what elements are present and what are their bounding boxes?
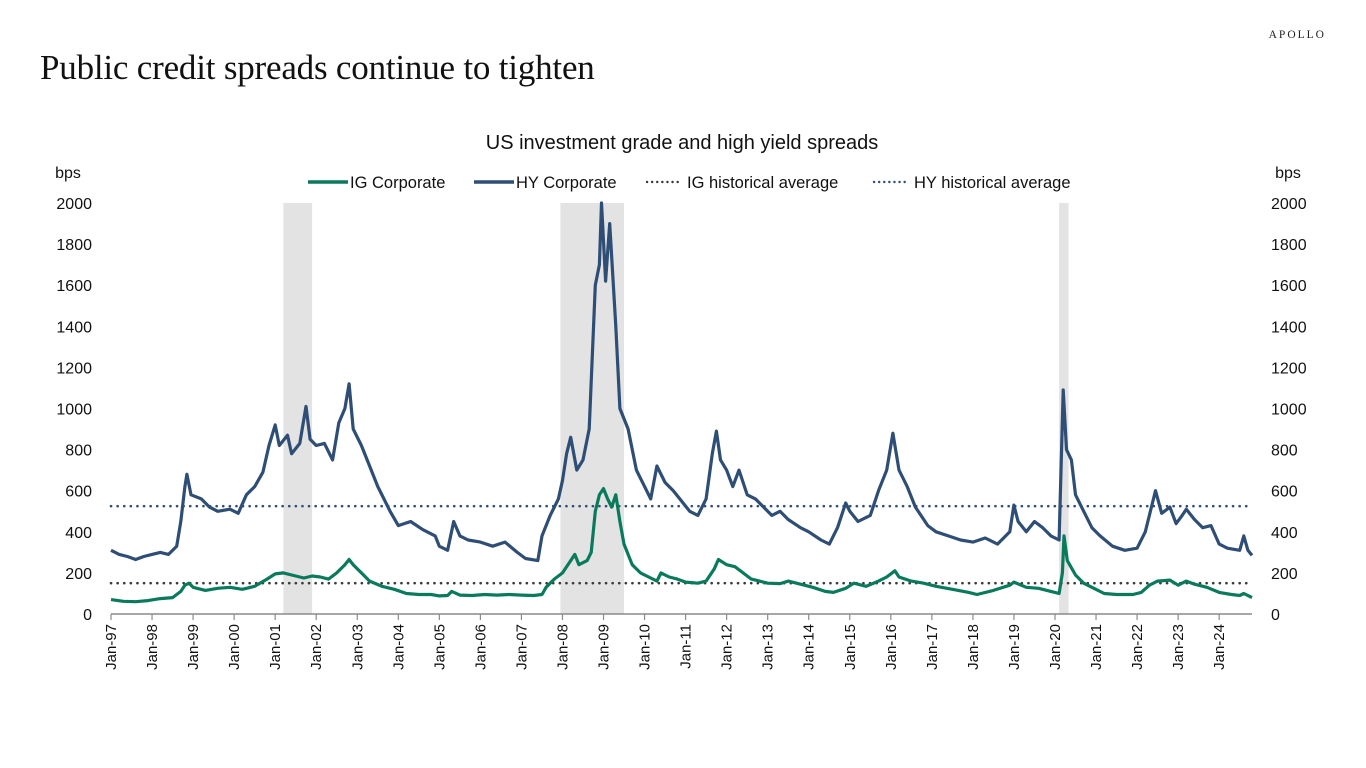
y-tick-label-right: 600	[1271, 484, 1298, 501]
y-tick-label-right: 800	[1271, 443, 1298, 460]
legend-item-hy-historical-average: HY historical average	[872, 174, 1071, 192]
y-tick-label-left: 600	[65, 484, 92, 501]
x-tick-label: Jan-10	[637, 624, 654, 670]
y-axis-label-left: bps	[55, 165, 81, 182]
x-tick-label: Jan-23	[1170, 624, 1187, 670]
legend-label: IG Corporate	[350, 174, 445, 192]
x-tick-label: Jan-08	[554, 624, 571, 670]
x-tick-label: Jan-18	[965, 624, 982, 670]
series-lines	[110, 201, 1254, 604]
y-tick-label-left: 1400	[56, 319, 92, 336]
y-tick-label-right: 1000	[1271, 402, 1307, 419]
x-tick-label: Jan-21	[1088, 624, 1105, 670]
y-tick-label-right: 2000	[1271, 196, 1307, 213]
x-tick-label: Jan-22	[1129, 624, 1146, 670]
axes: Jan-97 Jan-98 Jan-99 Jan-00 Jan-01 Jan-02 Jan-…	[56, 196, 1306, 670]
x-tick-label: Jan-11	[678, 624, 695, 669]
y-tick-label-left: 1200	[56, 360, 92, 377]
x-tick-label: Jan-20	[1047, 624, 1064, 670]
legend-label: HY historical average	[914, 174, 1071, 192]
y-tick-label-left: 1800	[56, 237, 92, 254]
y-tick-label-left: 1600	[56, 278, 92, 295]
x-tick-label: Jan-02	[308, 624, 325, 670]
legend-label: IG historical average	[687, 174, 838, 192]
y-tick-label-left: 200	[65, 566, 92, 583]
x-tick-label: Jan-17	[924, 624, 941, 670]
chart-title: US investment grade and high yield sprea…	[486, 132, 878, 154]
x-tick-label: Jan-04	[390, 624, 407, 670]
legend-item-hy-corporate: HY Corporate	[474, 174, 617, 192]
x-tick-label: Jan-05	[431, 624, 448, 670]
x-tick-label: Jan-12	[719, 624, 736, 670]
y-tick-label-right: 1800	[1271, 237, 1307, 254]
y-tick-label-right: 1600	[1271, 278, 1307, 295]
x-tick-label: Jan-13	[760, 624, 777, 670]
x-tick-label: Jan-06	[472, 624, 489, 670]
y-tick-label-left: 400	[65, 525, 92, 542]
y-tick-label-left: 2000	[56, 196, 92, 213]
x-tick-label: Jan-00	[226, 624, 243, 670]
legend: IG Corporate HY Corporate IG historical av…	[308, 174, 1071, 192]
legend-item-ig-corporate: IG Corporate	[308, 174, 445, 192]
x-tick-label: Jan-98	[144, 624, 161, 670]
recession-shading	[283, 203, 1069, 614]
y-tick-label-right: 0	[1271, 607, 1280, 624]
legend-label: HY Corporate	[516, 174, 617, 192]
y-tick-label-left: 1000	[56, 402, 92, 419]
hy-corporate-line	[110, 201, 1254, 563]
y-tick-label-right: 1400	[1271, 319, 1307, 336]
x-tick-label: Jan-99	[185, 624, 202, 670]
x-tick-label: Jan-01	[267, 624, 284, 670]
x-tick-label: Jan-07	[513, 624, 530, 670]
y-tick-label-right: 400	[1271, 525, 1298, 542]
ig-corporate-line	[110, 487, 1253, 604]
x-tick-label: Jan-15	[842, 624, 859, 670]
x-tick-label: Jan-16	[883, 624, 900, 670]
y-axis-label-right: bps	[1275, 165, 1301, 182]
y-tick-label-right: 200	[1271, 566, 1298, 583]
page-title: Public credit spreads continue to tighte…	[40, 48, 595, 87]
legend-item-ig-historical-average: IG historical average	[645, 174, 838, 192]
brand-logo: APOLLO	[1268, 29, 1326, 41]
x-tick-label: Jan-03	[349, 624, 366, 670]
y-tick-label-left: 0	[83, 607, 92, 624]
x-tick-label: Jan-19	[1006, 624, 1023, 670]
x-tick-label: Jan-97	[103, 624, 120, 670]
x-tick-label: Jan-24	[1211, 624, 1228, 670]
y-tick-label-left: 800	[65, 443, 92, 460]
x-tick-label: Jan-09	[596, 624, 613, 670]
y-tick-label-right: 1200	[1271, 360, 1307, 377]
x-tick-label: Jan-14	[801, 624, 818, 670]
